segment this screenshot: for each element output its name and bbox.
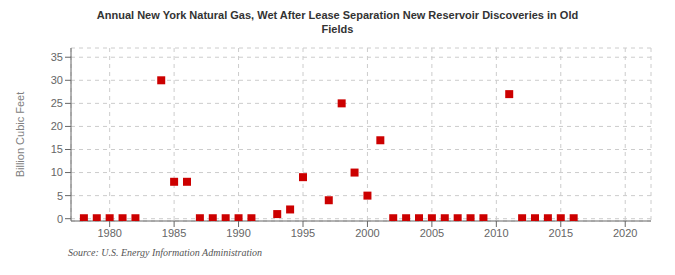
svg-text:10: 10 (51, 166, 63, 178)
svg-text:2015: 2015 (549, 227, 573, 239)
svg-text:15: 15 (51, 143, 63, 155)
svg-text:Billion Cubic Feet: Billion Cubic Feet (14, 92, 26, 178)
svg-text:35: 35 (51, 51, 63, 63)
svg-text:1985: 1985 (162, 227, 186, 239)
svg-text:1980: 1980 (97, 227, 121, 239)
svg-text:1990: 1990 (226, 227, 250, 239)
html-text:Annual New York Natural Gas, W: Annual New York Natural Gas, Wet After L… (96, 9, 579, 21)
svg-text:2010: 2010 (484, 227, 508, 239)
html-text:Source: U.S. Energy Informatio: Source: U.S. Energy Information Administ… (68, 247, 263, 258)
svg-text:0: 0 (57, 213, 63, 225)
svg-text:2020: 2020 (613, 227, 637, 239)
svg-text:30: 30 (51, 74, 63, 86)
svg-text:1995: 1995 (291, 227, 315, 239)
svg-text:2005: 2005 (420, 227, 444, 239)
svg-text:20: 20 (51, 120, 63, 132)
svg-text:5: 5 (57, 190, 63, 202)
svg-text:25: 25 (51, 97, 63, 109)
html-text:Fields: Fields (321, 23, 354, 35)
svg-text:2000: 2000 (355, 227, 379, 239)
